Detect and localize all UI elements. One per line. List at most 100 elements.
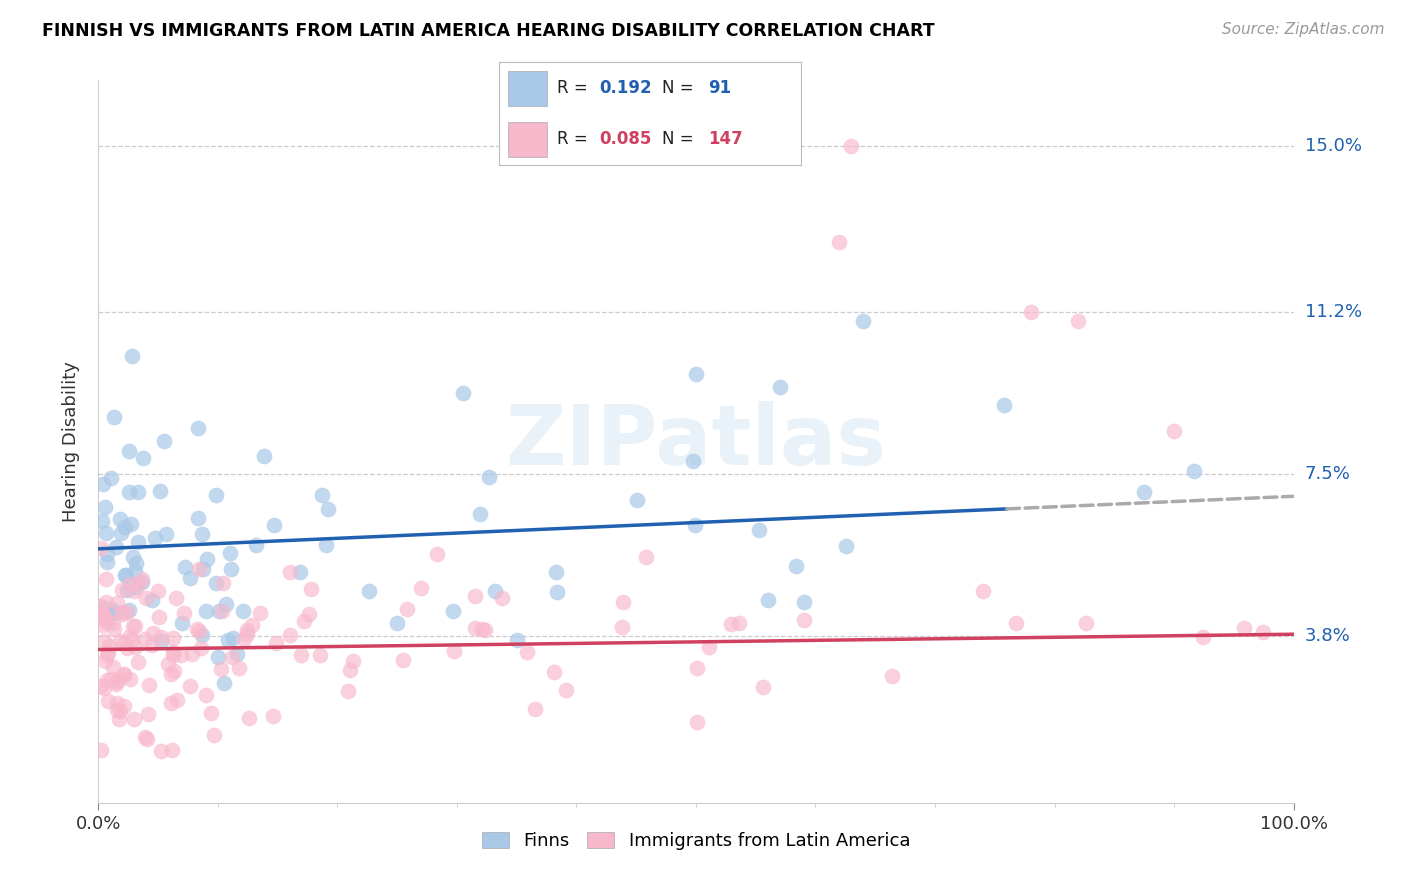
Text: 15.0%: 15.0%: [1305, 137, 1361, 155]
Point: [1192, 630, 1215, 644]
Point: [686, 714, 709, 729]
Point: [204, 575, 226, 590]
Point: [124, 564, 146, 578]
Point: [342, 654, 364, 668]
Point: [972, 584, 994, 599]
Point: [112, 667, 135, 681]
Point: [470, 508, 492, 522]
Point: [118, 485, 141, 500]
Point: [1067, 314, 1090, 328]
Point: [134, 730, 156, 744]
Point: [191, 562, 214, 576]
Point: [124, 556, 146, 570]
Point: [179, 571, 201, 585]
Point: [91, 612, 114, 626]
Point: [117, 603, 139, 617]
Point: [546, 585, 568, 599]
Point: [834, 539, 856, 553]
Point: [612, 595, 634, 609]
Point: [94, 607, 117, 621]
Point: [96, 595, 118, 609]
Point: [136, 706, 159, 721]
Point: [180, 647, 202, 661]
Text: 3.8%: 3.8%: [1305, 627, 1350, 646]
Text: N =: N =: [662, 130, 699, 148]
Point: [240, 617, 263, 632]
Point: [1074, 616, 1097, 631]
Point: [90, 541, 112, 555]
Point: [464, 621, 486, 635]
Point: [93, 609, 115, 624]
Point: [720, 617, 742, 632]
Point: [104, 677, 127, 691]
Point: [217, 632, 239, 647]
Point: [484, 583, 506, 598]
Point: [1019, 305, 1042, 319]
Point: [202, 728, 225, 742]
Point: [108, 712, 131, 726]
Point: [262, 709, 284, 723]
Point: [1133, 484, 1156, 499]
Point: [105, 696, 128, 710]
Point: [523, 701, 546, 715]
Point: [124, 619, 146, 633]
Text: N =: N =: [662, 79, 699, 97]
Point: [316, 502, 339, 516]
Point: [195, 551, 218, 566]
Point: [278, 628, 301, 642]
Point: [188, 561, 211, 575]
Point: [315, 538, 337, 552]
Point: [207, 650, 229, 665]
Point: [153, 434, 176, 448]
Point: [103, 409, 125, 424]
Point: [290, 648, 312, 663]
Text: FINNISH VS IMMIGRANTS FROM LATIN AMERICA HEARING DISABILITY CORRELATION CHART: FINNISH VS IMMIGRANTS FROM LATIN AMERICA…: [42, 22, 935, 40]
Point: [108, 633, 131, 648]
Point: [1182, 464, 1205, 478]
Point: [555, 683, 578, 698]
Legend: Finns, Immigrants from Latin America: Finns, Immigrants from Latin America: [472, 822, 920, 859]
Point: [187, 511, 209, 525]
Point: [793, 613, 815, 627]
Point: [96, 547, 118, 561]
Point: [339, 663, 361, 677]
Point: [101, 659, 124, 673]
Point: [748, 523, 770, 537]
Point: [191, 527, 214, 541]
Point: [288, 565, 311, 579]
Point: [90, 599, 112, 613]
Point: [728, 615, 751, 630]
Point: [93, 681, 115, 696]
Point: [391, 653, 413, 667]
Point: [131, 450, 153, 465]
Point: [103, 622, 125, 636]
Point: [357, 583, 380, 598]
Point: [292, 614, 315, 628]
Point: [409, 581, 432, 595]
Y-axis label: Hearing Disability: Hearing Disability: [62, 361, 80, 522]
Point: [506, 633, 529, 648]
Point: [626, 492, 648, 507]
Point: [209, 662, 232, 676]
Point: [769, 380, 792, 394]
Point: [187, 624, 209, 639]
Point: [149, 744, 172, 758]
Point: [155, 527, 177, 541]
Point: [160, 667, 183, 681]
Point: [308, 648, 330, 662]
Point: [91, 618, 114, 632]
Text: 11.2%: 11.2%: [1305, 303, 1362, 321]
Point: [162, 632, 184, 646]
Point: [101, 615, 124, 630]
Point: [131, 574, 153, 589]
Point: [112, 698, 135, 713]
Point: [1232, 621, 1254, 635]
Point: [516, 645, 538, 659]
Point: [211, 604, 233, 618]
Point: [121, 632, 143, 646]
Point: [149, 630, 172, 644]
Point: [94, 609, 117, 624]
Point: [150, 634, 173, 648]
Point: [105, 595, 128, 609]
Point: [471, 623, 494, 637]
